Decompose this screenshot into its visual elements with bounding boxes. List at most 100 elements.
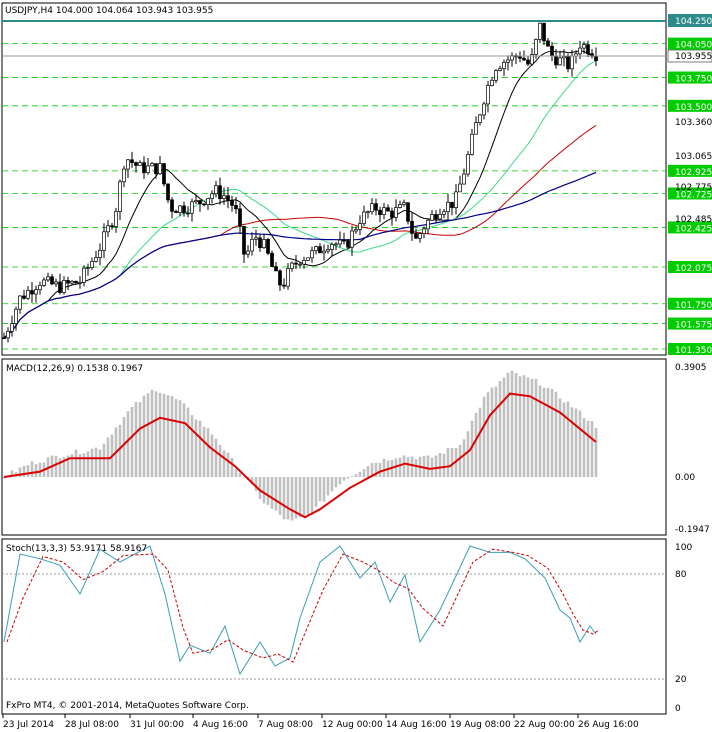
- price-tick: 103.065: [675, 152, 712, 162]
- level-tag: [668, 317, 712, 330]
- macd-bar: [482, 396, 486, 477]
- macd-bar: [22, 465, 26, 477]
- candle-body: [326, 249, 330, 252]
- time-label: 28 Jul 08:00: [65, 720, 119, 730]
- candle-body: [278, 270, 282, 286]
- macd-bar: [134, 402, 138, 477]
- macd-bar: [234, 468, 238, 477]
- macd-bar: [370, 463, 374, 477]
- macd-bar: [230, 458, 234, 477]
- macd-bar: [398, 457, 402, 477]
- macd-bar: [66, 455, 70, 477]
- macd-bar: [530, 378, 534, 477]
- macd-bar: [566, 401, 570, 477]
- macd-bar: [374, 462, 378, 477]
- macd-bar: [334, 477, 338, 488]
- candle-body: [26, 290, 30, 299]
- candle-body: [534, 39, 538, 55]
- macd-bar: [306, 477, 310, 515]
- macd-bar: [458, 444, 462, 477]
- macd-bar: [314, 477, 318, 507]
- level-tag: [668, 343, 712, 355]
- candle-body: [538, 22, 542, 40]
- macd-indicator: [2, 370, 598, 521]
- macd-bar: [90, 448, 94, 477]
- macd-bar: [570, 407, 574, 477]
- candle-body: [254, 237, 258, 240]
- macd-bar: [274, 477, 278, 511]
- candle-body: [126, 159, 130, 170]
- level-tag: [668, 297, 712, 310]
- macd-bar: [518, 376, 522, 477]
- price-axis: 104.250 103.955 103.360 103.065 102.775 …: [667, 14, 712, 225]
- macd-bar: [426, 455, 430, 477]
- candle-body: [50, 276, 54, 285]
- candle-body: [10, 323, 14, 332]
- time-label: 12 Aug 00:00: [322, 720, 383, 730]
- macd-bar: [358, 471, 362, 477]
- candle-body: [134, 162, 138, 166]
- price-tick: 102.775: [675, 183, 712, 193]
- copyright-text: FxPro MT4, © 2001-2014, MetaQuotes Softw…: [6, 701, 249, 711]
- macd-bar: [534, 378, 538, 477]
- level-label: 101.575: [675, 321, 712, 331]
- candle-body: [558, 57, 562, 66]
- candle-body: [70, 280, 74, 284]
- candle-body: [506, 59, 510, 63]
- macd-bar: [254, 477, 258, 491]
- macd-bar: [446, 447, 450, 477]
- candle-body: [118, 181, 122, 212]
- macd-bar: [366, 466, 370, 477]
- candle-body: [274, 266, 278, 272]
- macd-bar: [522, 375, 526, 477]
- macd-bar: [222, 450, 226, 477]
- macd-bar: [438, 452, 442, 477]
- macd-bar: [354, 474, 358, 477]
- macd-bar: [166, 395, 170, 477]
- macd-bar: [298, 477, 302, 518]
- macd-bar: [382, 458, 386, 477]
- candle-body: [346, 240, 350, 248]
- macd-bar: [158, 392, 162, 477]
- macd-bar: [350, 476, 354, 477]
- macd-bar: [322, 477, 326, 502]
- moving-average-line: [3, 171, 597, 339]
- macd-bar: [266, 477, 270, 506]
- level-label: 102.725: [675, 190, 712, 200]
- macd-bar: [210, 434, 214, 477]
- time-label: 23 Jul 2014: [3, 720, 54, 730]
- macd-title: MACD(12,26,9) 0.1538 0.1967: [6, 364, 143, 374]
- macd-bar: [478, 407, 482, 477]
- candle-body: [6, 330, 10, 339]
- candle-body: [98, 249, 102, 258]
- candle-body: [38, 285, 42, 291]
- level-label: 101.750: [675, 301, 712, 311]
- macd-bar: [186, 407, 190, 477]
- macd-bar: [198, 420, 202, 477]
- price-tick: 102.485: [675, 215, 712, 225]
- candle-body: [578, 47, 582, 55]
- candle-body: [402, 202, 406, 205]
- macd-bar: [62, 457, 66, 477]
- candle-body: [394, 207, 398, 218]
- candle-body: [546, 40, 550, 47]
- price-tick: 103.360: [675, 118, 712, 128]
- macd-bar: [434, 455, 438, 477]
- macd-bar: [170, 396, 174, 477]
- candle-body: [310, 250, 314, 259]
- candle-body: [66, 280, 70, 284]
- candle-body: [194, 200, 198, 203]
- level-tag: [668, 99, 712, 112]
- level-label: 101.350: [675, 346, 712, 356]
- macd-bar: [578, 410, 582, 477]
- macd-bar: [30, 461, 34, 477]
- candle-body: [386, 207, 390, 212]
- candle-body: [330, 244, 334, 250]
- macd-bar: [142, 395, 146, 477]
- candle-body: [206, 198, 210, 205]
- macd-bar: [302, 477, 306, 517]
- candle-body: [262, 239, 266, 248]
- candle-body: [146, 165, 150, 174]
- macd-bar: [94, 447, 98, 477]
- candle-body: [46, 276, 50, 281]
